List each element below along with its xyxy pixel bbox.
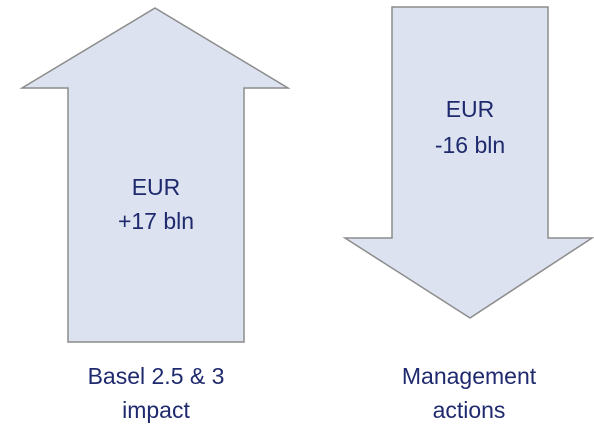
- arrow-value-line: EUR: [132, 174, 181, 200]
- arrow-caption-line: impact: [122, 397, 190, 423]
- arrow-value-line: -16 bln: [435, 132, 505, 158]
- arrow-value-line: +17 bln: [118, 208, 194, 234]
- arrow-caption-line: actions: [433, 397, 506, 423]
- arrow-caption-line: Management: [402, 363, 537, 389]
- arrow-value-line: EUR: [446, 96, 495, 122]
- arrow-caption-line: Basel 2.5 & 3: [88, 363, 225, 389]
- up-arrow: [19, 7, 291, 343]
- down-arrow: [342, 6, 594, 319]
